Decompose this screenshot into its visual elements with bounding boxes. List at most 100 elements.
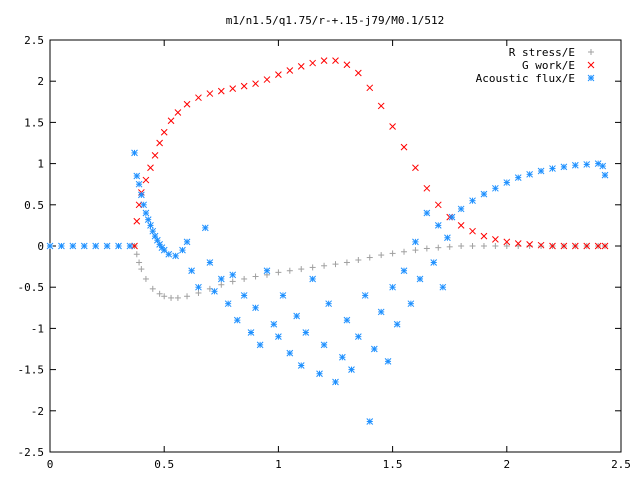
data-point [321, 262, 328, 269]
data-point [206, 90, 214, 97]
x-tick-label: 0.5 [154, 458, 174, 471]
data-point [480, 243, 487, 249]
data-point [92, 242, 100, 250]
data-point [384, 358, 392, 365]
y-tick-label: -0.5 [18, 281, 45, 294]
data-point [69, 242, 77, 250]
data-point [583, 242, 591, 250]
data-point [601, 242, 609, 250]
y-tick-label: 1.5 [24, 116, 44, 129]
data-point [407, 300, 415, 308]
x-tick-label: 1.5 [383, 458, 403, 471]
axis-ticks: 0 0.5 1 1.5 2 2.5 2.5 2 1.5 1 0.5 0 -0.5 -1 -1.5 -2 -2.5 [18, 34, 631, 471]
data-point [218, 281, 225, 288]
data-point [135, 180, 143, 188]
data-point [184, 293, 191, 300]
y-tick-label: 0 [37, 240, 44, 253]
data-point [430, 259, 438, 266]
data-point [309, 264, 316, 271]
data-point [138, 266, 145, 273]
data-point [514, 240, 522, 247]
data-point [370, 345, 378, 353]
data-point [538, 243, 545, 249]
data-point [355, 257, 362, 264]
data-point [361, 292, 369, 299]
legend-marker [587, 74, 595, 82]
data-point [160, 128, 168, 136]
legend-label: R stress/E [509, 46, 575, 59]
data-point [378, 252, 385, 259]
x-tick-label: 2.5 [611, 458, 631, 471]
data-point [400, 143, 408, 151]
data-point [229, 278, 236, 285]
x-tick-label: 0 [47, 458, 54, 471]
data-point [229, 85, 237, 92]
data-point [448, 213, 456, 221]
data-point [412, 247, 419, 254]
data-point [168, 294, 175, 301]
data-point [423, 184, 431, 192]
data-point [252, 273, 259, 280]
data-point [537, 167, 545, 175]
data-point [279, 292, 287, 299]
data-point [147, 164, 154, 172]
series-layer [46, 57, 609, 425]
data-point [165, 250, 173, 258]
data-point [270, 320, 278, 328]
data-point [275, 269, 282, 276]
data-point [217, 87, 225, 95]
data-point [195, 289, 202, 296]
legend-marker [588, 49, 594, 55]
data-point [217, 275, 225, 283]
y-tick-label: 2 [37, 75, 44, 88]
data-point [240, 82, 248, 90]
data-point [492, 184, 499, 192]
data-point [325, 300, 333, 308]
series-3 [46, 149, 609, 425]
data-point [156, 290, 163, 297]
x-tick-label: 1 [275, 458, 282, 471]
data-point [161, 293, 168, 300]
data-point [343, 316, 351, 324]
data-point [115, 242, 122, 250]
data-point [174, 294, 181, 301]
data-point [195, 94, 202, 102]
data-point [172, 252, 179, 260]
data-point [252, 304, 259, 312]
data-point [286, 67, 294, 74]
data-point [297, 63, 305, 70]
data-point [142, 275, 149, 282]
data-point [142, 209, 150, 217]
data-point [401, 248, 408, 255]
data-point [435, 244, 442, 251]
data-point [571, 161, 579, 169]
y-tick-label: -2 [31, 405, 44, 418]
data-point [144, 216, 152, 223]
data-point [377, 102, 385, 110]
data-point [332, 378, 339, 386]
data-point [286, 349, 294, 357]
data-point [503, 238, 511, 246]
data-point [469, 243, 476, 249]
data-point [263, 76, 271, 83]
data-point [549, 165, 556, 172]
data-point [256, 341, 264, 349]
data-point [366, 254, 373, 261]
y-tick-label: -1.5 [18, 364, 45, 377]
data-point [126, 242, 134, 250]
data-point [133, 217, 141, 225]
legend-label: Acoustic flux/E [476, 72, 575, 85]
data-point [599, 162, 607, 170]
data-point [229, 271, 237, 279]
data-point [480, 232, 488, 240]
data-point [560, 163, 568, 171]
data-point [241, 275, 248, 282]
data-point [297, 362, 305, 369]
data-point [183, 238, 191, 246]
data-point [142, 176, 150, 184]
data-point [348, 366, 355, 373]
data-point [320, 57, 328, 64]
data-point [514, 174, 522, 181]
data-point [503, 243, 510, 249]
